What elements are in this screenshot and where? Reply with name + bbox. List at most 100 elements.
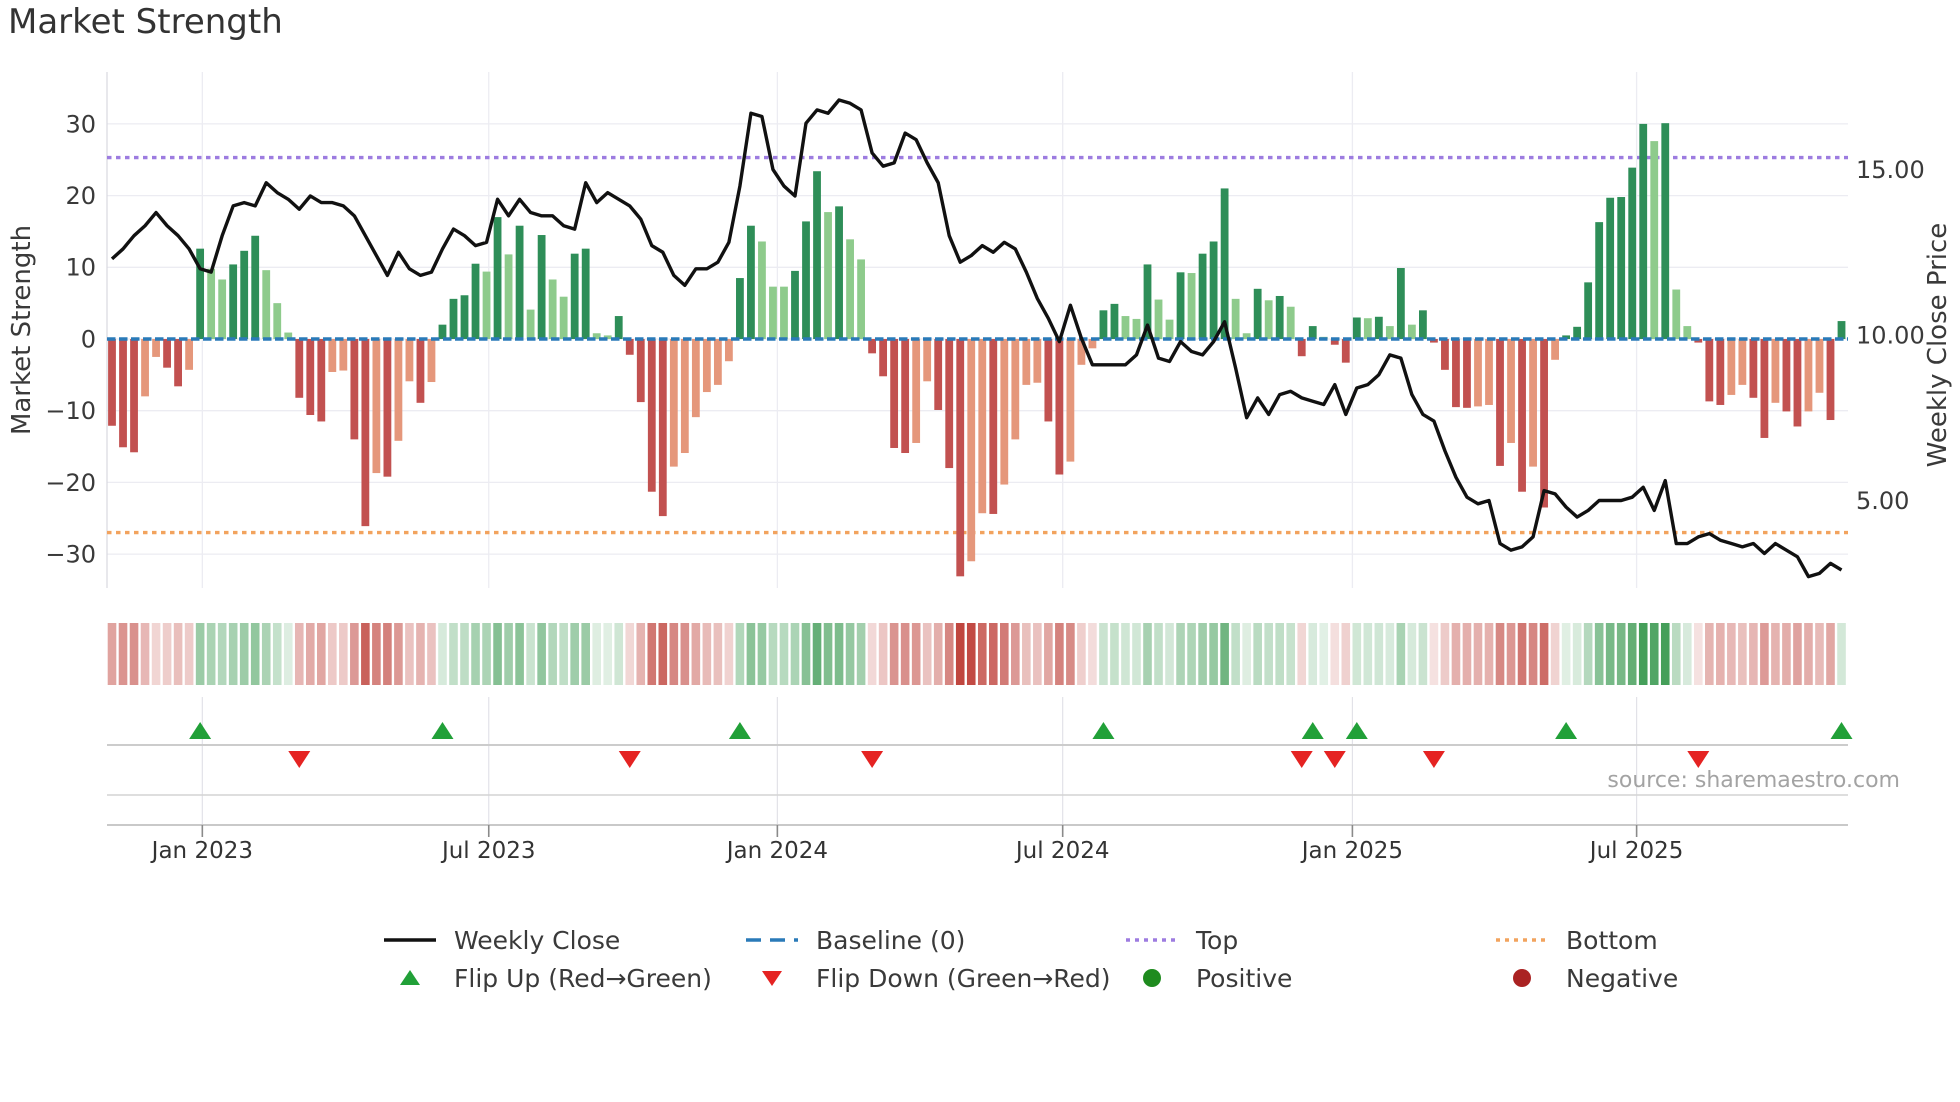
heatmap-cell [1253,623,1262,685]
left-axis-tick: 20 [65,182,96,210]
heatmap-cell [173,623,183,685]
heatmap-cell [1473,623,1483,685]
flip-down-marker [1290,751,1313,768]
strength-bar [1396,268,1405,339]
strength-bar [273,303,282,339]
strength-bar [1474,339,1482,407]
heatmap-cell [537,623,546,685]
heatmap-cell [1705,623,1714,685]
strength-bar [163,339,171,368]
heatmap-cell [1561,623,1571,685]
strength-bar [625,339,634,355]
heatmap-cell [449,623,458,685]
heatmap-cell [239,623,249,685]
legend-swatch-dashes-icon [745,927,799,953]
strength-bar [207,268,216,339]
heatmap-cell [1286,623,1296,685]
heatmap-cell [1110,623,1119,685]
heatmap-cell [317,623,326,685]
heatmap-cell [261,623,271,685]
strength-bar [493,217,502,339]
strength-bar [130,339,138,453]
strength-bar [1286,306,1295,339]
heatmap-cell [1583,623,1593,685]
strength-bar [559,296,568,339]
strength-bar [736,278,744,339]
heatmap-cell [1143,623,1152,685]
strength-bar [1496,339,1504,466]
heatmap-cell [1165,623,1174,685]
strength-bar [394,339,403,441]
legend-swatch-dot-icon [1125,965,1179,991]
heatmap-cell [1066,623,1075,685]
heatmap-cell [1826,623,1835,685]
strength-bar [1738,339,1747,385]
strength-bar [967,339,976,562]
strength-bar [1099,310,1108,339]
heatmap-cell [636,623,646,685]
strength-bar [923,339,932,382]
strength-bar [1132,318,1141,339]
strength-bar [1606,197,1615,339]
heatmap-cell [1815,623,1824,685]
heatmap-cell [845,623,855,685]
strength-bar [835,206,843,339]
strength-bar [1463,339,1471,408]
heatmap-cell [1429,623,1439,685]
strength-bar [1011,339,1020,440]
legend-swatch-triangle-down-icon [745,965,799,991]
strength-bar [504,254,513,339]
strength-bar [1264,300,1273,339]
strength-bar [1760,339,1769,438]
strength-bar [350,339,359,440]
strength-bar [1297,339,1306,357]
heatmap-cell [1055,623,1064,685]
strength-bar [758,241,766,339]
strength-bar [945,339,954,469]
heatmap-cell [1572,623,1582,685]
strength-bar [1628,167,1637,339]
heatmap-cell [1275,623,1284,685]
strength-bar [372,339,381,474]
strength-bar [1088,339,1097,349]
strength-bar [1220,188,1229,339]
heatmap-cell [669,623,679,685]
momentum-heatmap [107,623,1846,685]
heatmap-cell [1616,623,1626,685]
heatmap-cell [1242,623,1251,685]
strength-bar [108,339,116,426]
heatmap-cell [680,623,690,685]
strength-bar [1407,324,1416,339]
lower-axes [107,697,1848,837]
heatmap-cell [702,623,712,685]
strength-bar [1826,339,1835,421]
x-axis-tick: Jul 2023 [440,838,536,864]
strength-bar [1275,295,1284,339]
heatmap-cell [1220,623,1229,685]
heatmap-cell [1044,623,1053,685]
heatmap-cell [999,623,1009,685]
heatmap-cell [1539,623,1549,685]
heatmap-cell [438,623,447,685]
heatmap-cell [592,623,602,685]
strength-bar [1650,141,1659,339]
heatmap-cell [383,623,392,685]
left-axis-tick: 10 [65,254,96,282]
strength-bar [1000,339,1009,485]
strength-bar [1077,339,1086,365]
strength-bar [846,239,854,339]
heatmap-cell [1231,623,1240,685]
strength-bar [328,339,337,372]
strength-bar [636,339,645,403]
heatmap-cell [526,623,535,685]
flip-up-marker [1830,722,1853,739]
strength-bar [1231,298,1240,339]
heatmap-cell [1627,623,1637,685]
strength-bar [570,253,579,339]
heatmap-cell [1198,623,1207,685]
heatmap-cell [1462,623,1472,685]
heatmap-cell [1022,623,1031,685]
strength-bar [251,235,260,339]
strength-bar [1540,339,1548,508]
heatmap-cell [129,623,139,685]
